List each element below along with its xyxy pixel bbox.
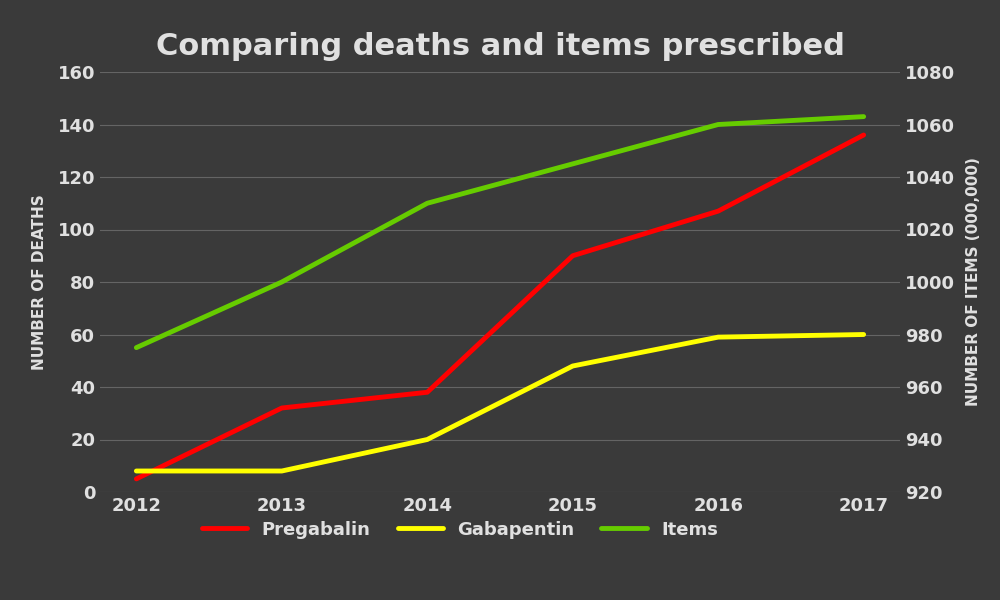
Items xyxy=(421,200,433,207)
Gabapentin xyxy=(276,467,288,475)
Pregabalin xyxy=(567,252,579,259)
Items xyxy=(567,160,579,167)
Pregabalin xyxy=(421,389,433,396)
Gabapentin xyxy=(421,436,433,443)
Title: Comparing deaths and items prescribed: Comparing deaths and items prescribed xyxy=(156,32,844,61)
Line: Items: Items xyxy=(136,116,864,347)
Line: Pregabalin: Pregabalin xyxy=(136,135,864,479)
Pregabalin xyxy=(712,208,724,215)
Legend: Pregabalin, Gabapentin, Items: Pregabalin, Gabapentin, Items xyxy=(195,514,725,546)
Items xyxy=(858,113,870,120)
Items xyxy=(130,344,142,351)
Line: Gabapentin: Gabapentin xyxy=(136,335,864,471)
Items xyxy=(276,278,288,286)
Gabapentin xyxy=(130,467,142,475)
Gabapentin xyxy=(712,334,724,341)
Gabapentin xyxy=(567,362,579,370)
Y-axis label: NUMBER OF DEATHS: NUMBER OF DEATHS xyxy=(32,194,47,370)
Gabapentin xyxy=(858,331,870,338)
Pregabalin xyxy=(276,404,288,412)
Pregabalin xyxy=(130,475,142,482)
Items xyxy=(712,121,724,128)
Y-axis label: NUMBER OF ITEMS (000,000): NUMBER OF ITEMS (000,000) xyxy=(966,158,981,406)
Pregabalin xyxy=(858,131,870,139)
